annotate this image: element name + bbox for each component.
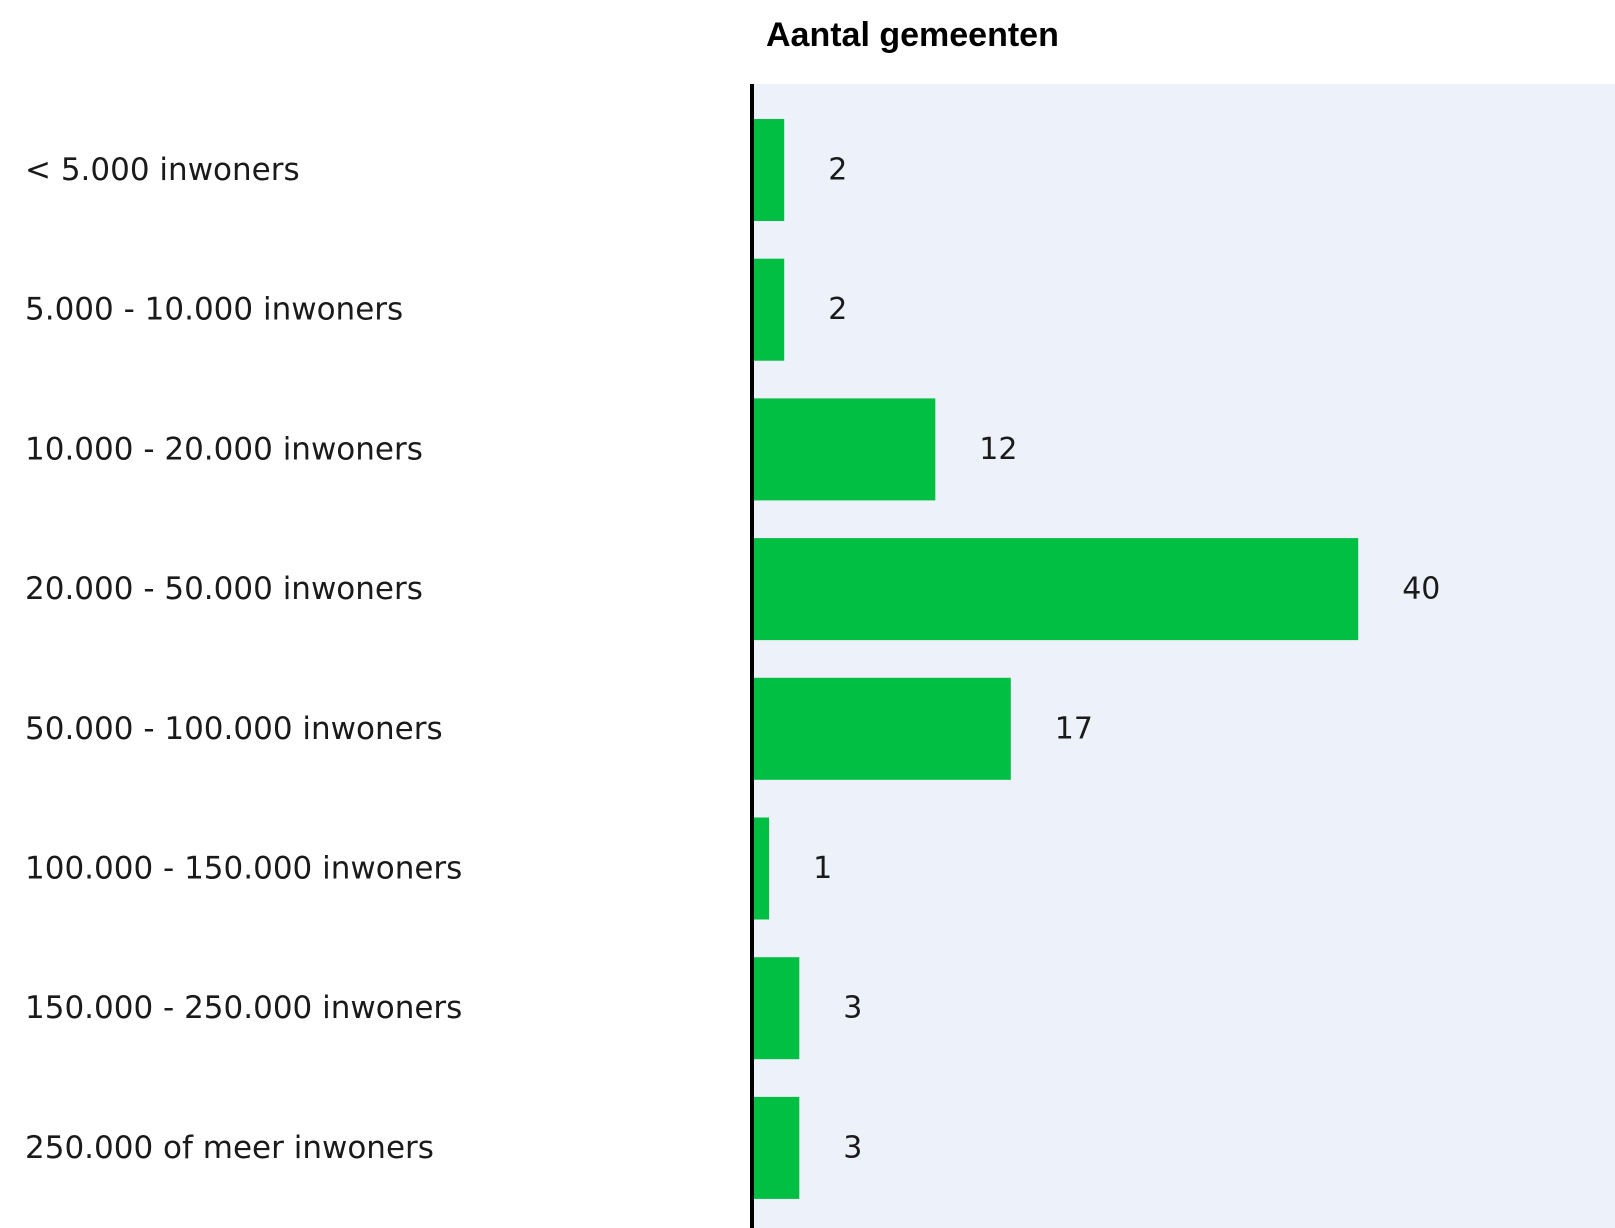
bars-group: [754, 119, 1359, 1199]
bar: [754, 538, 1359, 641]
bar: [754, 817, 770, 920]
plot-background: [752, 84, 1615, 1228]
category-label: 100.000 - 150.000 inwoners: [25, 851, 462, 887]
value-label: 3: [843, 1130, 862, 1165]
bar: [754, 398, 936, 501]
value-labels: 2 2 12 40 17 1 3 3: [813, 153, 1440, 1166]
category-label: 10.000 - 20.000 inwoners: [25, 431, 423, 467]
bar: [754, 957, 800, 1060]
value-label: 12: [979, 432, 1017, 467]
bar: [754, 258, 785, 361]
bar: [754, 677, 1011, 780]
bar: [754, 119, 785, 221]
category-label: 250.000 of meer inwoners: [25, 1130, 434, 1166]
value-label: 3: [843, 991, 862, 1026]
category-label: 5.000 - 10.000 inwoners: [25, 292, 403, 328]
value-label: 2: [828, 292, 847, 327]
value-label: 40: [1402, 572, 1440, 607]
category-label: 50.000 - 100.000 inwoners: [25, 711, 443, 747]
category-labels: < 5.000 inwoners 5.000 - 10.000 inwoners 1…: [25, 152, 462, 1166]
chart-title: Aantal gemeenten: [766, 16, 1059, 54]
value-label: 2: [828, 153, 847, 188]
category-label: 150.000 - 250.000 inwoners: [25, 990, 462, 1026]
category-label: < 5.000 inwoners: [25, 152, 300, 188]
value-label: 17: [1055, 711, 1093, 746]
value-label: 1: [813, 851, 832, 886]
category-label: 20.000 - 50.000 inwoners: [25, 571, 423, 607]
bar: [754, 1096, 800, 1199]
